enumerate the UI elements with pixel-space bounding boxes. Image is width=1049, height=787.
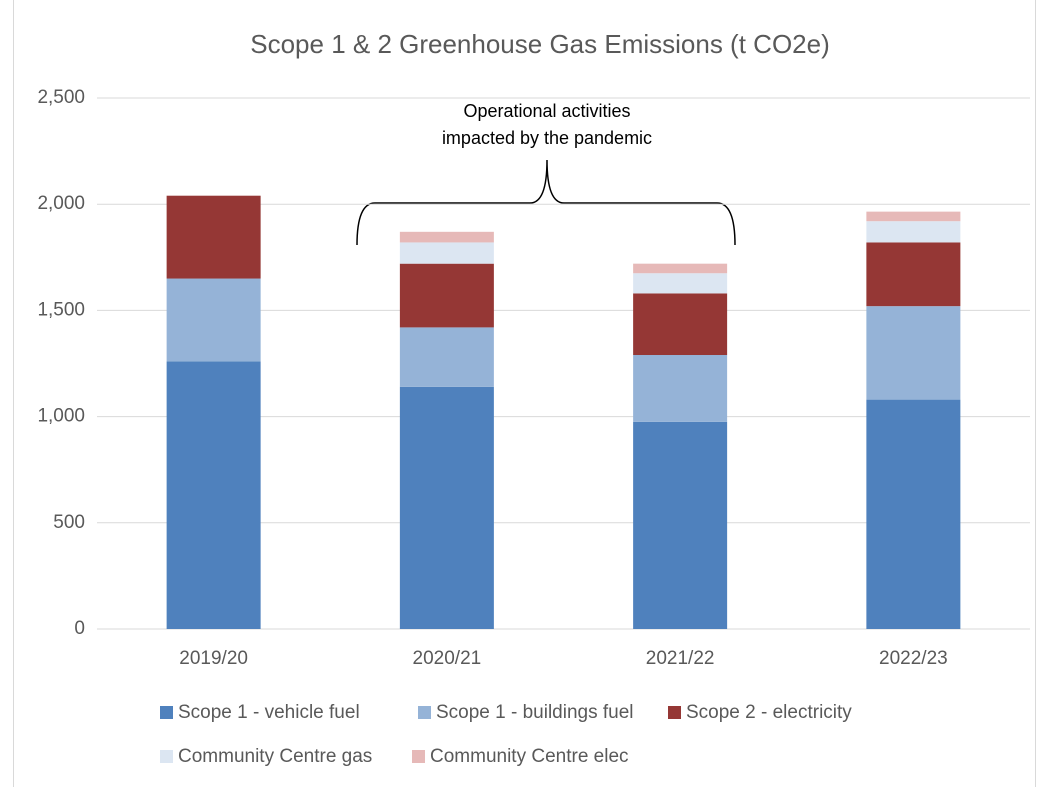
y-tick-label: 0 xyxy=(74,618,85,639)
bar-segment xyxy=(866,221,961,243)
x-tick-label: 2019/20 xyxy=(179,648,248,669)
legend-label: Community Centre elec xyxy=(430,746,629,767)
bar-segment xyxy=(633,421,728,629)
legend-label: Community Centre gas xyxy=(178,746,372,767)
x-tick-label: 2021/22 xyxy=(646,648,715,669)
y-tick-label: 500 xyxy=(53,512,85,533)
y-tick-label: 1,500 xyxy=(37,299,85,320)
brace xyxy=(356,159,736,246)
legend-swatch xyxy=(160,706,173,719)
bar-segment xyxy=(399,263,494,328)
bar-segment xyxy=(399,386,494,629)
bar-segment xyxy=(399,327,494,387)
chart-title: Scope 1 & 2 Greenhouse Gas Emissions (t … xyxy=(250,29,830,59)
legend-swatch xyxy=(418,706,431,719)
legend-swatch xyxy=(412,750,425,763)
legend-label: Scope 1 - buildings fuel xyxy=(436,702,634,723)
bar-segment xyxy=(399,242,494,264)
bar-segment xyxy=(866,306,961,400)
bar-segment xyxy=(633,293,728,356)
bar-segment xyxy=(866,211,961,222)
bar-segment xyxy=(166,361,261,629)
x-tick-label: 2022/23 xyxy=(879,648,948,669)
y-tick-label: 2,500 xyxy=(37,87,85,108)
legend-label: Scope 1 - vehicle fuel xyxy=(178,702,360,723)
legend-label: Scope 2 - electricity xyxy=(686,702,852,723)
y-tick-label: 2,000 xyxy=(37,193,85,214)
bar-segment xyxy=(633,263,728,274)
bar-segment xyxy=(166,195,261,279)
legend-swatch xyxy=(160,750,173,763)
y-tick-label: 1,000 xyxy=(37,406,85,427)
bar-segment xyxy=(633,273,728,294)
bar-segment xyxy=(633,355,728,422)
bar-segment xyxy=(399,231,494,243)
annotation: impacted by the pandemic xyxy=(442,128,652,148)
bar-segment xyxy=(866,399,961,629)
annotation: Operational activities xyxy=(463,101,630,121)
x-tick-label: 2020/21 xyxy=(413,648,482,669)
legend-swatch xyxy=(668,706,681,719)
bar-segment xyxy=(866,242,961,307)
bar-segment xyxy=(166,278,261,362)
